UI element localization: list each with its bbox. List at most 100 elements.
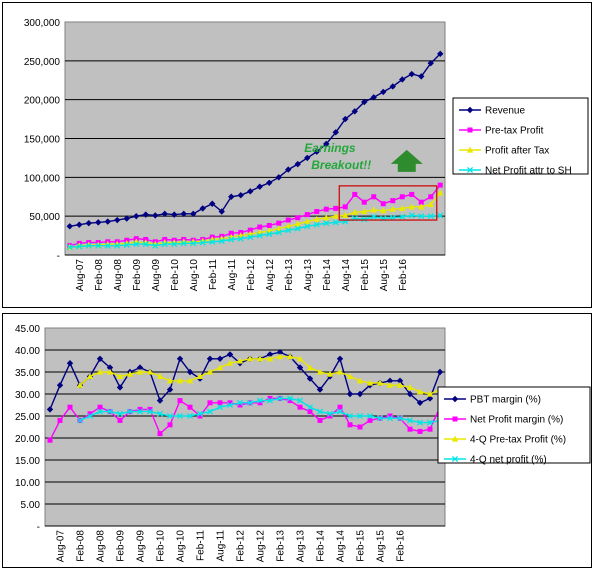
data-point — [380, 201, 386, 207]
data-point — [313, 148, 320, 155]
x-tick-label: Feb-11 — [208, 259, 219, 290]
data-point — [257, 224, 263, 230]
data-point — [216, 364, 224, 371]
data-point — [106, 364, 114, 371]
y-tick-label: 300,000 — [24, 18, 61, 29]
data-point — [327, 413, 333, 419]
x-tick-label: Aug-15 — [376, 530, 387, 563]
data-point — [332, 212, 339, 219]
data-point — [156, 397, 164, 404]
data-point — [275, 225, 282, 232]
data-point — [196, 410, 204, 417]
data-point — [416, 399, 424, 406]
legend-entry: Revenue — [485, 106, 525, 117]
x-tick-label: Aug-08 — [113, 259, 124, 292]
x-tick-label: Feb-15 — [356, 530, 367, 562]
data-point — [307, 409, 313, 415]
x-tick-label: Feb-14 — [316, 530, 327, 562]
annotation-text-line2: Breakout!! — [311, 158, 371, 172]
data-point — [147, 406, 153, 412]
financials-chart: - 50,000 100,000 150,000 200,000 250,000 300,0… — [24, 18, 589, 292]
data-point — [361, 208, 368, 215]
data-point — [197, 413, 203, 419]
data-point — [276, 395, 284, 402]
data-point — [316, 386, 324, 393]
data-point — [117, 417, 123, 423]
data-point — [351, 208, 358, 215]
series-line — [69, 214, 441, 248]
y-tick-label: 150,000 — [24, 135, 61, 146]
data-point — [76, 381, 84, 388]
data-point — [296, 364, 304, 371]
data-point — [313, 221, 320, 228]
data-point — [427, 426, 433, 432]
x-tick-label: Aug-13 — [303, 259, 314, 292]
series-line — [49, 397, 441, 441]
data-point — [417, 428, 423, 434]
y-tick-label: 10.00 — [15, 478, 40, 489]
data-point — [389, 205, 396, 212]
data-point — [285, 166, 292, 173]
y-tick-label: 15.00 — [15, 456, 40, 467]
data-point — [236, 399, 244, 406]
data-point — [306, 404, 314, 411]
data-point — [227, 400, 233, 406]
data-point — [176, 355, 184, 362]
data-point — [186, 377, 194, 384]
legend: Revenue Pre-tax Profit Profit after Tax Net… — [452, 97, 589, 177]
data-point — [209, 238, 216, 245]
data-point — [361, 199, 367, 205]
data-point — [206, 368, 214, 375]
data-point — [406, 390, 414, 398]
series-revenue — [66, 50, 444, 230]
y-tick-label: 45.00 — [15, 324, 40, 335]
legend-entry: Net Profit attr to SH — [485, 166, 572, 177]
data-point — [116, 410, 124, 417]
data-point — [356, 412, 364, 420]
series-line — [49, 351, 441, 410]
data-point — [133, 241, 140, 248]
y-tick-label: 50,000 — [29, 212, 60, 223]
y-tick-label: 250,000 — [24, 57, 61, 68]
data-point — [66, 244, 73, 251]
data-point — [408, 203, 415, 210]
y-tick-label: 5.00 — [21, 500, 41, 511]
data-point — [376, 415, 384, 422]
data-point — [336, 355, 344, 362]
data-point — [294, 160, 301, 168]
data-point — [166, 386, 174, 393]
data-point — [376, 379, 384, 386]
legend: PBT margin (%) Net Profit margin (%) 4-Q P… — [437, 386, 591, 466]
legend-entry: Pre-tax Profit — [485, 126, 544, 137]
data-point — [416, 388, 424, 395]
data-point — [218, 208, 225, 215]
data-point — [356, 377, 364, 384]
series-line — [69, 192, 441, 248]
data-point — [304, 218, 311, 225]
data-point — [246, 399, 254, 406]
data-point — [142, 211, 149, 218]
data-point — [418, 203, 425, 210]
data-point — [295, 215, 301, 221]
data-point — [370, 94, 377, 101]
data-point — [97, 404, 103, 410]
data-point — [171, 211, 178, 218]
data-point — [76, 221, 83, 228]
data-point — [316, 408, 324, 415]
data-point — [187, 404, 193, 410]
data-point — [346, 412, 354, 420]
data-point — [228, 193, 235, 200]
legend-swatch-marker — [466, 146, 474, 153]
up-arrow-icon — [390, 149, 423, 172]
x-tick-label: Aug-07 — [75, 259, 86, 292]
x-tick-label: Feb-11 — [196, 530, 207, 561]
data-point — [209, 200, 216, 207]
data-point — [256, 232, 263, 239]
data-point — [380, 207, 387, 214]
data-point — [399, 205, 406, 211]
data-point — [266, 179, 273, 186]
data-point — [275, 229, 282, 236]
data-point — [396, 377, 404, 384]
x-tick-label: Aug-07 — [56, 530, 67, 563]
data-point — [76, 417, 84, 424]
